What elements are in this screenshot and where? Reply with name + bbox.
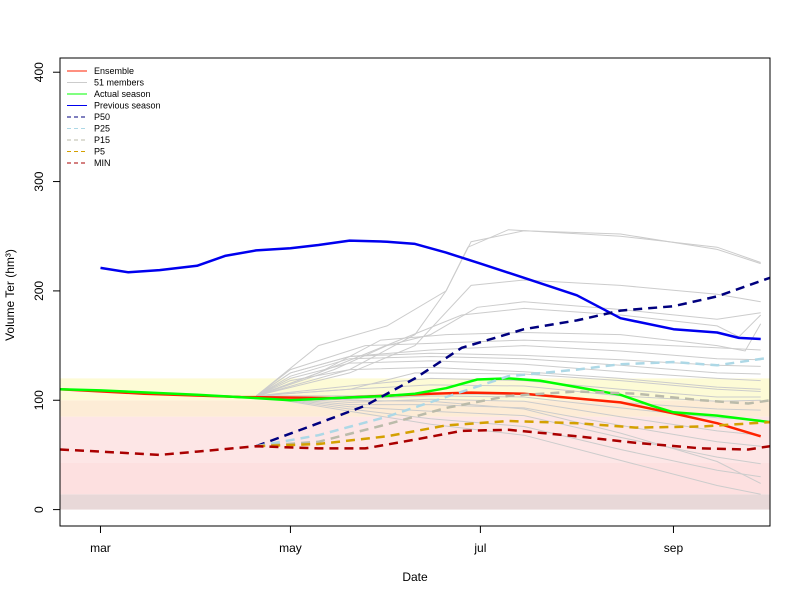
- series-p25: [255, 356, 770, 448]
- y-tick-label-100: 100: [32, 390, 46, 410]
- legend-label: Ensemble: [94, 66, 134, 76]
- member-line-21: [256, 230, 761, 397]
- plot-frame: [59, 57, 771, 527]
- member-line-20: [256, 279, 761, 397]
- legend-entry-p15: P15: [67, 135, 110, 145]
- series-min: [60, 428, 770, 457]
- legend-label: 51 members: [94, 78, 145, 88]
- member-line-13: [255, 355, 761, 397]
- legend-label: P5: [94, 147, 105, 157]
- member-line-11: [255, 366, 761, 397]
- y-tick-label-0: 0: [32, 506, 46, 513]
- legend-label: P25: [94, 124, 110, 134]
- legend-entry-p50: P50: [67, 112, 110, 122]
- x-axis-title: Date: [402, 570, 428, 584]
- legend-entry-min: MIN: [67, 158, 111, 168]
- x-tick-label-mar: mar: [90, 541, 111, 555]
- y-tick-label-200: 200: [32, 281, 46, 301]
- series-previous-season: [100, 239, 761, 341]
- member-line-3: [256, 395, 761, 447]
- legend-label: Previous season: [94, 101, 161, 111]
- y-tick-label-400: 400: [32, 62, 46, 82]
- legend-label: MIN: [94, 158, 111, 168]
- x-tick-label-may: may: [279, 541, 302, 555]
- band-0: [60, 494, 770, 510]
- ensemble-members: [255, 229, 762, 495]
- member-line-2: [256, 395, 761, 436]
- member-line-4: [256, 395, 761, 465]
- member-line-5: [256, 395, 761, 478]
- member-line-18: [256, 307, 762, 397]
- member-line-12: [255, 360, 761, 397]
- x-tick-label-jul: jul: [473, 541, 486, 555]
- y-axis: 0 100 200 300 400: [32, 62, 60, 513]
- member-line-7: [256, 395, 761, 484]
- member-line-22: [255, 229, 761, 397]
- series-lines: [60, 239, 770, 457]
- legend-entry-actual-season: Actual season: [67, 89, 151, 99]
- band-4: [60, 378, 770, 401]
- band-2: [60, 416, 770, 463]
- series-p5: [256, 419, 770, 448]
- band-1: [60, 462, 770, 495]
- legend-label: P50: [94, 112, 110, 122]
- member-line-19: [256, 301, 761, 397]
- series-p15: [256, 390, 770, 448]
- x-axis: mar may jul sep: [90, 526, 683, 555]
- legend-entry-ensemble: Ensemble: [67, 66, 134, 76]
- series-p50: [255, 276, 770, 448]
- member-line-1: [256, 395, 761, 421]
- legend-entry-51-members: 51 members: [67, 78, 145, 88]
- legend-entry-p5: P5: [67, 147, 105, 157]
- legend-entry-previous-season: Previous season: [67, 101, 161, 111]
- x-tick-label-sep: sep: [664, 541, 684, 555]
- legend-entry-p25: P25: [67, 124, 110, 134]
- member-line-15: [255, 345, 761, 397]
- series-actual-season: [60, 377, 770, 424]
- member-line-16: [255, 339, 761, 397]
- member-line-17: [256, 323, 762, 397]
- legend-label: P15: [94, 135, 110, 145]
- y-axis-title: Volume Ter (hm³): [3, 249, 17, 341]
- member-line-6: [256, 395, 761, 495]
- legend-label: Actual season: [94, 89, 151, 99]
- y-tick-label-300: 300: [32, 171, 46, 191]
